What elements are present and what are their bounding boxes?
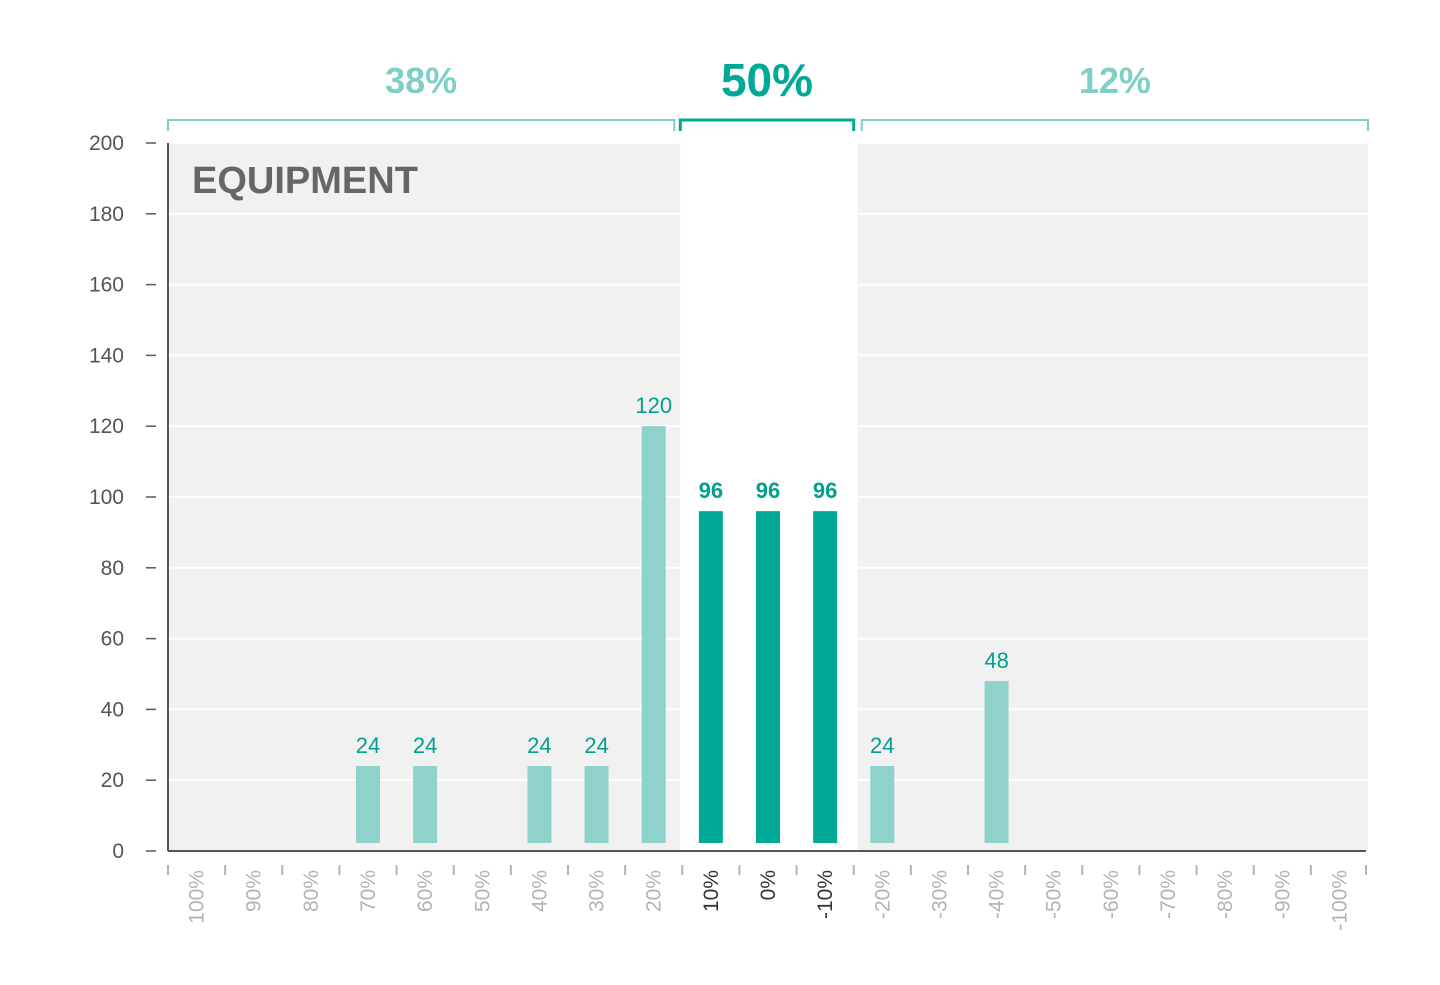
data-label: 24 (356, 733, 380, 758)
y-tick-label: 160 (89, 274, 124, 297)
data-label: 120 (635, 393, 672, 418)
y-tick-label: 60 (101, 628, 124, 651)
bar--40% (984, 681, 1009, 843)
bar-40% (527, 766, 552, 843)
x-tick-label: 90% (243, 870, 266, 912)
x-tick-label: 50% (471, 870, 494, 912)
data-label: 96 (756, 478, 780, 503)
x-tick-label: 60% (414, 870, 437, 912)
y-tick-label: 20 (101, 769, 124, 792)
y-tick-label: 100 (89, 486, 124, 509)
y-tick-label: 120 (89, 415, 124, 438)
x-tick-label: 30% (586, 870, 609, 912)
x-tick-label: 70% (357, 870, 380, 912)
axes (146, 142, 1367, 875)
bar-60% (413, 766, 438, 843)
group-percent-label: 50% (721, 54, 813, 106)
y-tick-label: 0 (112, 840, 124, 863)
x-tick-label: 10% (700, 870, 723, 912)
x-tick-label: -50% (1043, 870, 1066, 919)
x-tick-label: -100% (1328, 870, 1351, 931)
y-tick-label: 200 (89, 132, 124, 155)
y-tick-label: 40 (101, 698, 124, 721)
group-bracket (678, 118, 856, 131)
bar--10% (813, 511, 838, 843)
group-percent-label: 12% (1079, 60, 1151, 101)
bar--20% (870, 766, 895, 843)
x-tick-label: 100% (186, 870, 209, 924)
data-label: 48 (984, 648, 1008, 673)
x-tick-label: 80% (300, 870, 323, 912)
x-tick-label: -70% (1157, 870, 1180, 919)
gridlines (168, 142, 1368, 782)
chart-title: EQUIPMENT (192, 160, 418, 202)
data-label: 24 (584, 733, 608, 758)
bar-30% (584, 766, 609, 843)
x-tick-label: -60% (1100, 870, 1123, 919)
bars (356, 426, 1009, 843)
x-tick-label: 40% (528, 870, 551, 912)
y-tick-labels: 0 20 40 60 80 100 120 140 160 180 200 (89, 132, 124, 863)
data-label: 96 (699, 478, 723, 503)
bar-0% (756, 511, 780, 843)
x-tick-labels: 100% 90% 80% 70% 60% 50% 40% 30% 20% 10% 0% -10% -20… (186, 870, 1352, 931)
group-percent-label: 38% (385, 60, 457, 101)
bar-10% (698, 511, 723, 843)
bar-20% (641, 426, 666, 843)
x-tick-label: -20% (871, 870, 894, 919)
data-label: 24 (413, 733, 437, 758)
x-tick-label: -30% (928, 870, 951, 919)
x-tick-label: -40% (986, 870, 1009, 919)
group-bracket (167, 119, 676, 131)
data-label: 24 (527, 733, 551, 758)
x-tick-label: 0% (757, 870, 780, 900)
x-tick-label: -90% (1271, 870, 1294, 919)
data-label: 96 (813, 478, 837, 503)
data-label: 24 (870, 733, 894, 758)
group-brackets: 38% 50% 12% (167, 54, 1369, 131)
x-tick-label: -80% (1214, 870, 1237, 919)
y-tick-label: 180 (89, 203, 124, 226)
x-tick-label: 20% (643, 870, 666, 912)
x-tick-label: -10% (814, 870, 837, 919)
y-tick-label: 80 (101, 557, 124, 580)
group-bracket (860, 119, 1369, 131)
data-labels: 24 24 24 24 120 96 96 96 24 48 (356, 393, 1009, 758)
bar-70% (356, 766, 380, 843)
y-tick-label: 140 (89, 344, 124, 367)
